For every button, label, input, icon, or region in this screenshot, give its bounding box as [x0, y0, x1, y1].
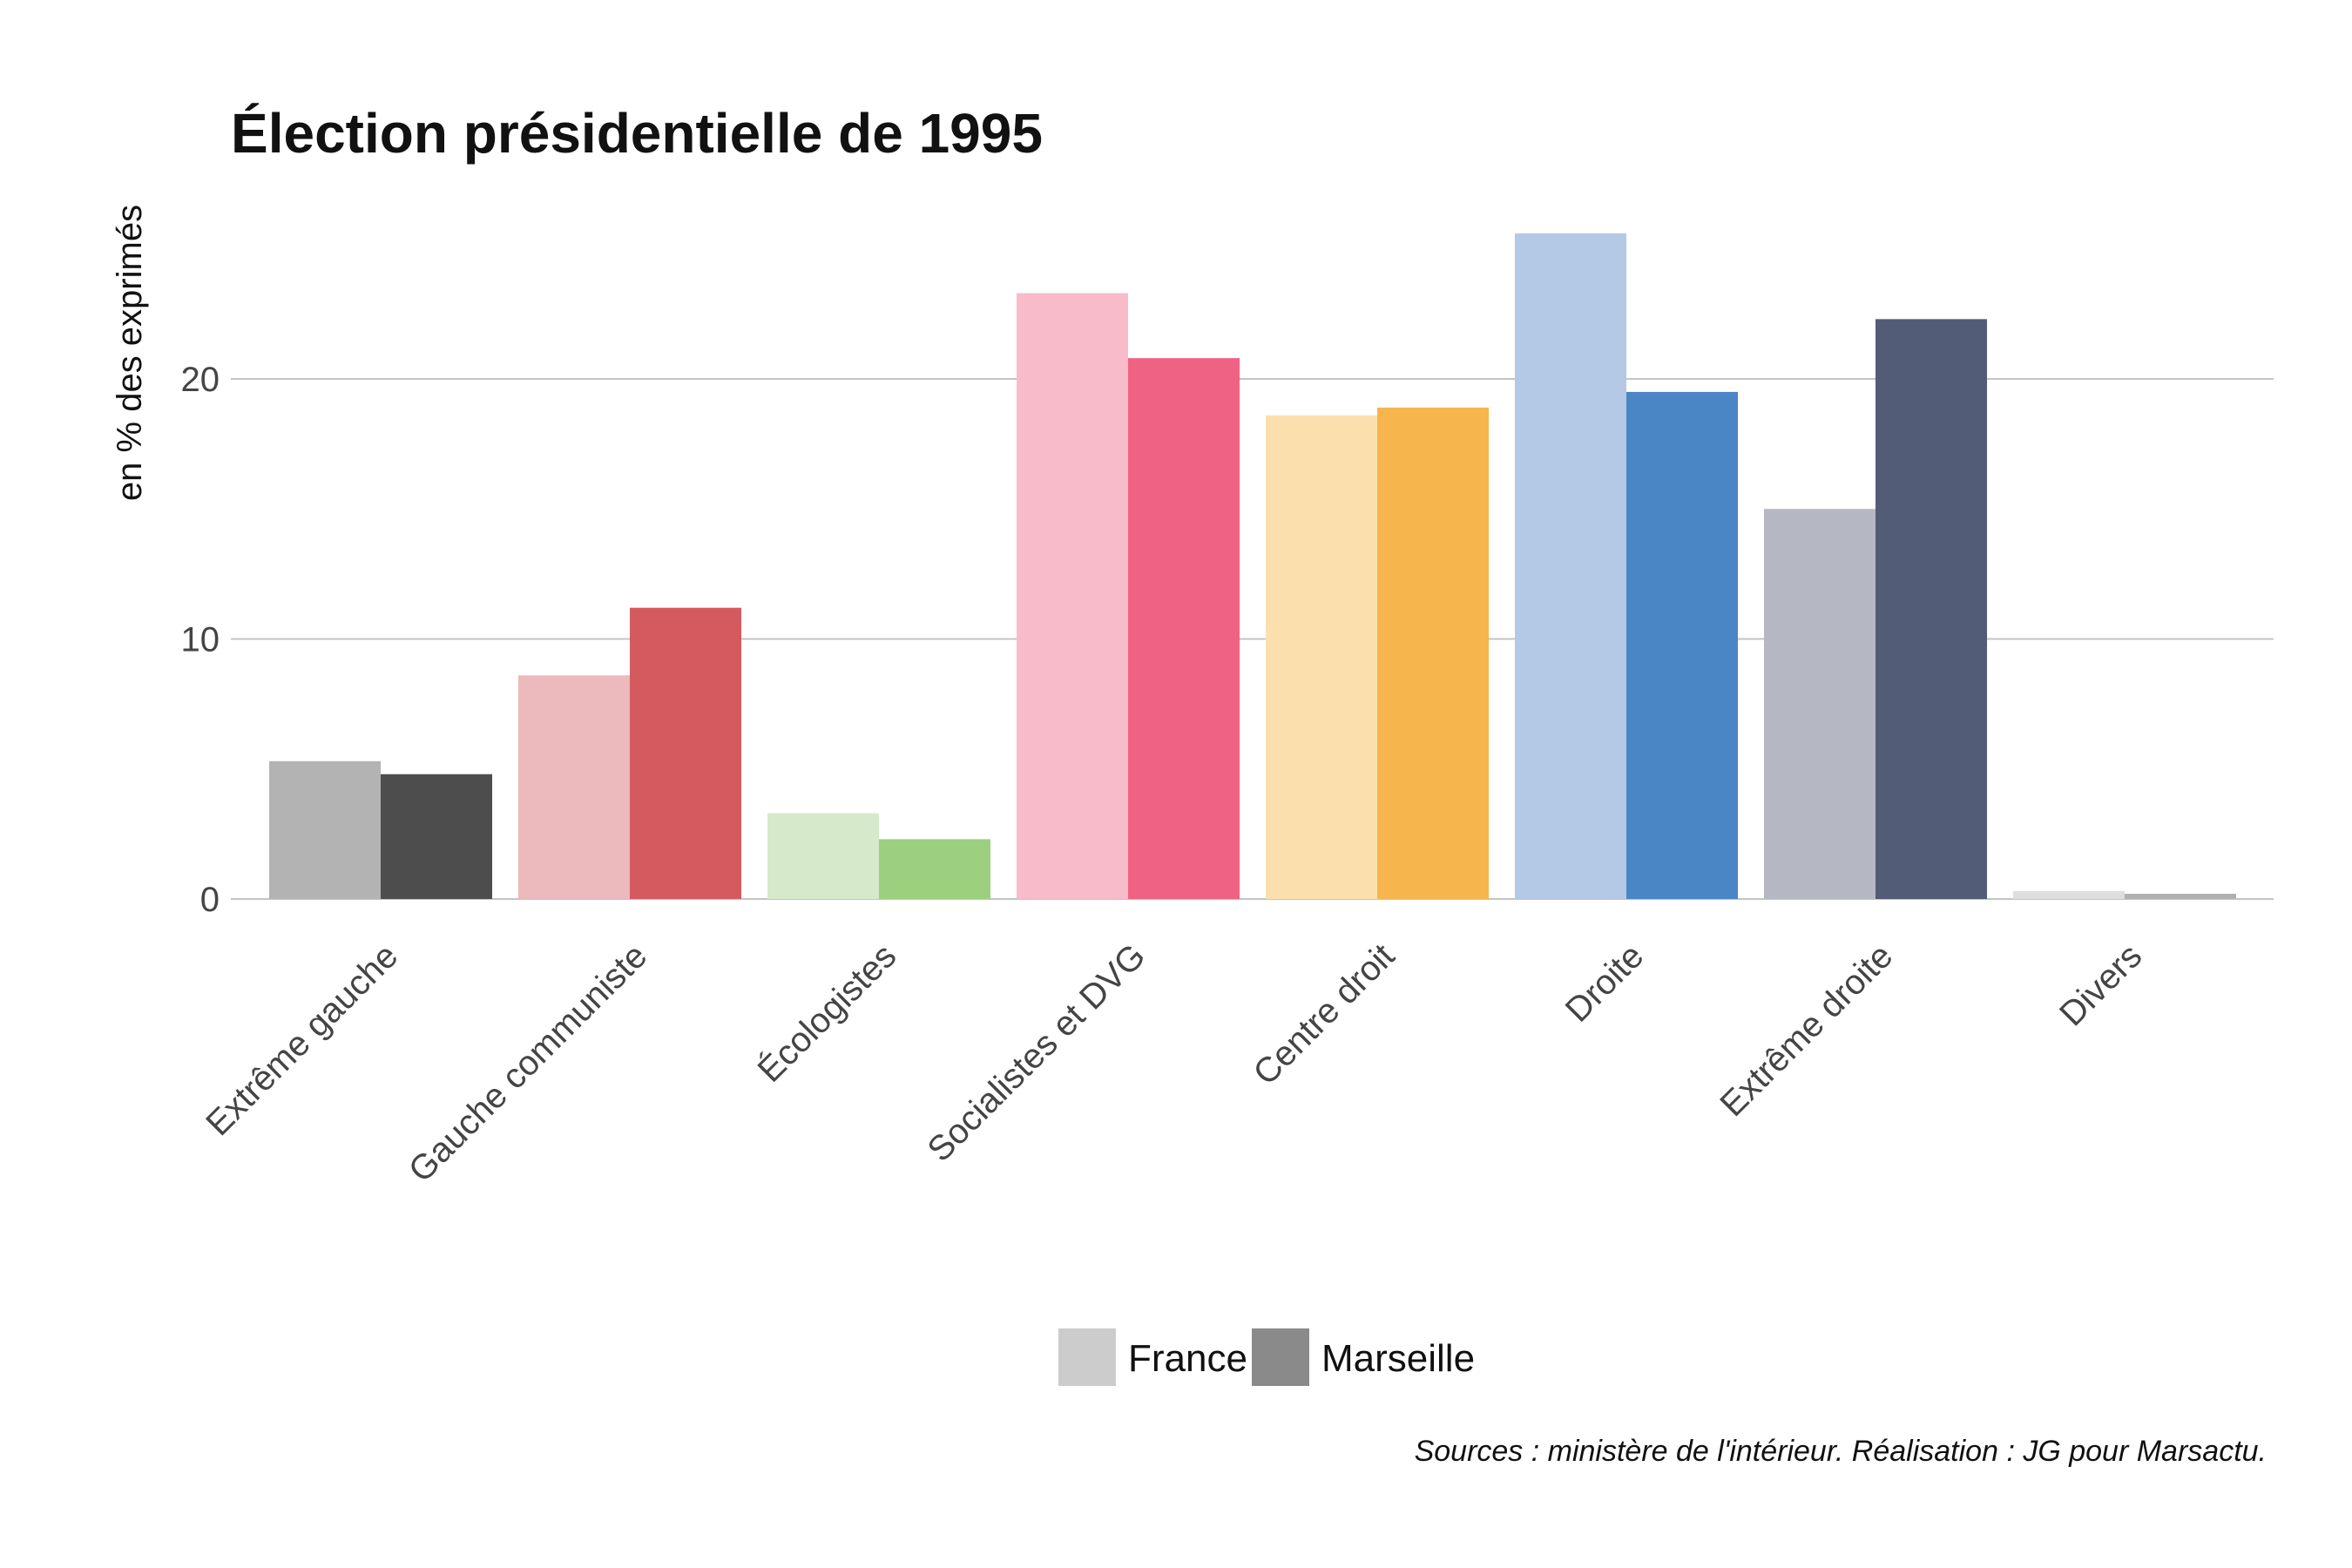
legend-swatch-marseille	[1252, 1328, 1309, 1386]
bar-marseille-2	[630, 607, 741, 899]
bar-france-2	[518, 675, 630, 899]
y-axis-label: en % des exprimés	[111, 205, 149, 501]
bar-france-4	[1017, 293, 1128, 899]
bars	[269, 233, 2236, 900]
bar-france-6	[1515, 233, 1626, 900]
x-tick-label: Socialistes et DVG	[920, 936, 1152, 1169]
y-tick-label: 10	[181, 621, 220, 659]
bar-france-8	[2013, 891, 2125, 899]
x-tick-label: Gauche communiste	[402, 936, 655, 1190]
chart-title: Élection présidentielle de 1995	[231, 102, 1043, 165]
legend-swatch-france	[1058, 1328, 1116, 1386]
bar-france-5	[1266, 415, 1377, 899]
legend: France Marseille	[1058, 1328, 1475, 1386]
bar-marseille-4	[1128, 358, 1240, 899]
legend-label: Marseille	[1321, 1337, 1475, 1380]
x-tick-label: Droite	[1558, 936, 1652, 1030]
y-tick-label: 20	[181, 361, 220, 399]
x-tick-label: Divers	[2052, 936, 2149, 1033]
source-caption: Sources : ministère de l'intérieur. Réal…	[1415, 1435, 2267, 1468]
x-tick-label: Extrême droite	[1713, 936, 1900, 1124]
bar-marseille-8	[2125, 894, 2236, 899]
bar-france-7	[1764, 509, 1876, 899]
x-tick-label: Centre droit	[1246, 936, 1402, 1092]
bar-marseille-6	[1626, 391, 1738, 899]
bar-marseille-7	[1876, 319, 1987, 900]
bar-marseille-1	[381, 774, 492, 899]
x-tick-label: Écologistes	[750, 936, 903, 1090]
bar-marseille-3	[879, 839, 990, 899]
bar-france-1	[269, 760, 381, 899]
bar-marseille-5	[1377, 407, 1489, 900]
x-tick-label: Extrême gauche	[199, 936, 405, 1143]
legend-label: France	[1128, 1337, 1247, 1380]
y-tick-label: 0	[200, 881, 220, 919]
bar-france-3	[767, 813, 879, 899]
